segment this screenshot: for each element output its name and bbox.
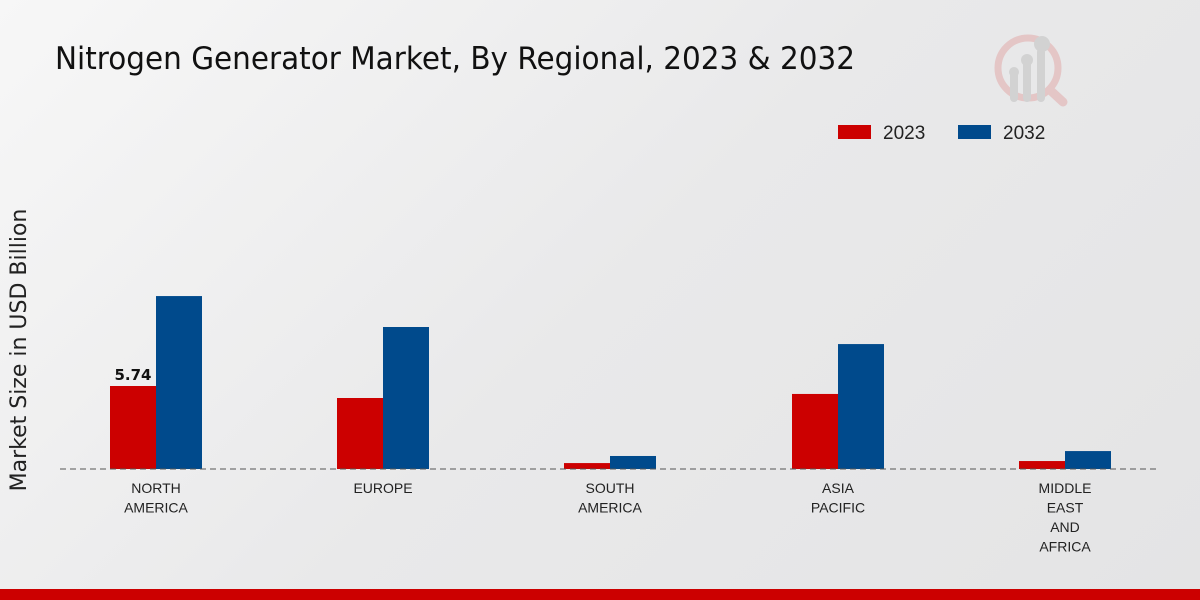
legend-swatch-2032	[958, 125, 991, 139]
legend-label-2032: 2032	[1003, 123, 1045, 144]
data-label: 5.74	[114, 366, 151, 384]
x-tick-label: SOUTH	[586, 480, 635, 496]
bar-2032-3	[838, 344, 884, 469]
chart-title: Nitrogen Generator Market, By Regional, …	[55, 41, 855, 77]
legend: 2023 2032	[838, 123, 1045, 144]
x-tick-label: AMERICA	[578, 500, 642, 516]
bar-2023-2	[564, 463, 610, 469]
legend-swatch-2023	[838, 125, 871, 139]
x-tick-label: MIDDLE	[1039, 480, 1092, 496]
x-tick-label: AFRICA	[1039, 539, 1091, 555]
x-tick-label: EUROPE	[353, 480, 412, 496]
x-tick-label: AMERICA	[124, 500, 188, 516]
bar-2032-0	[156, 296, 202, 469]
footer-bar	[0, 589, 1200, 600]
legend-label-2023: 2023	[883, 123, 925, 144]
bar-2032-2	[610, 455, 656, 469]
bar-2023-3	[792, 393, 838, 469]
logo-watermark	[994, 34, 1068, 107]
bar-2023-0	[110, 385, 156, 469]
y-axis-label: Market Size in USD Billion	[7, 209, 32, 492]
x-tick-label: ASIA	[822, 480, 855, 496]
bar-2023-4	[1019, 461, 1065, 469]
x-tick-label: NORTH	[131, 480, 181, 496]
bar-2032-4	[1065, 451, 1111, 469]
x-tick-label: PACIFIC	[811, 500, 865, 516]
bar-2023-1	[337, 398, 383, 469]
x-tick-label: AND	[1050, 519, 1080, 535]
x-tick-label: EAST	[1047, 500, 1084, 516]
bar-2032-1	[383, 327, 429, 469]
